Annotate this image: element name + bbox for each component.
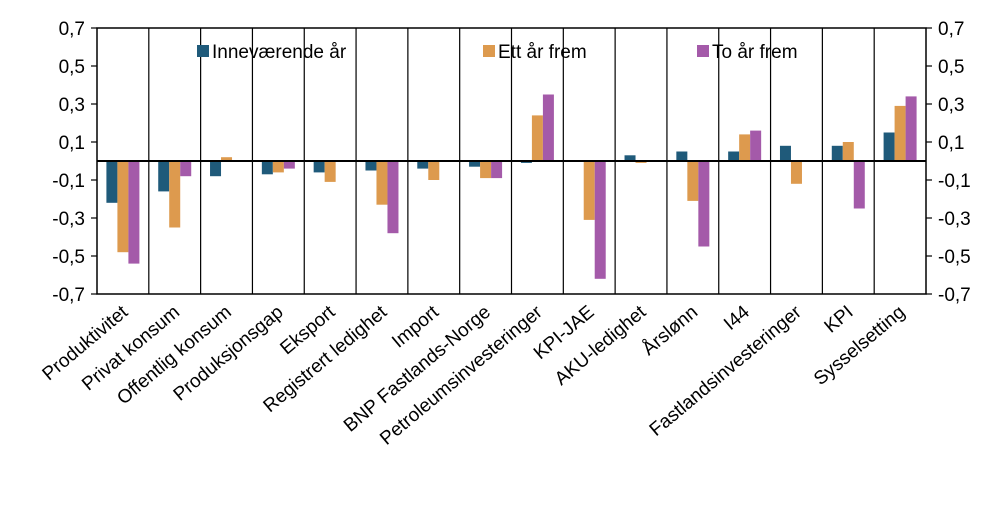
y-tick-label-right: 0,7 (938, 19, 964, 40)
bar-inneværende-år-2 (210, 161, 222, 177)
plot-frame (96, 27, 927, 295)
y-tick-label-right: -0,3 (938, 209, 971, 230)
bar-inneværende-år-4 (313, 161, 325, 173)
y-tick-label-left: 0,1 (59, 133, 85, 154)
legend: Inneværende år Ett år frem To år frem (197, 42, 798, 63)
bar-inneværende-år-0 (106, 161, 118, 203)
bar-ett-år-frem-0 (117, 161, 129, 253)
bar-to-år-frem-15 (905, 96, 917, 161)
bar-inneværende-år-12 (728, 151, 740, 161)
bar-inneværende-år-14 (831, 145, 843, 161)
category-label: KPI (821, 302, 858, 338)
bar-to-år-frem-1 (180, 161, 192, 177)
bar-ett-år-frem-9 (583, 161, 595, 220)
bar-ett-år-frem-1 (169, 161, 181, 228)
bar-to-år-frem-9 (594, 161, 606, 279)
bar-to-år-frem-5 (387, 161, 399, 234)
category-label: Årslønn (638, 302, 702, 360)
bar-ett-år-frem-14 (842, 142, 854, 161)
y-tick-label-right: 0,1 (938, 133, 964, 154)
left-y-axis-tick-labels: 0,7 0,5 0,3 0,1 -0,1 -0,3 -0,5 -0,7 (52, 19, 97, 306)
bar-inneværende-år-6 (417, 161, 429, 169)
y-tick-label-left: 0,7 (59, 19, 85, 40)
legend-swatch (197, 45, 209, 57)
bar-ett-år-frem-12 (739, 134, 751, 161)
bar-inneværende-år-5 (365, 161, 377, 171)
y-tick-label-right: -0,7 (938, 285, 971, 306)
legend-label: To år frem (712, 42, 798, 63)
legend-label: Inneværende år (212, 42, 347, 63)
bar-ett-år-frem-7 (480, 161, 492, 179)
bar-inneværende-år-3 (261, 161, 273, 175)
bar-ett-år-frem-6 (428, 161, 440, 180)
y-tick-label-left: -0,1 (52, 171, 85, 192)
bar-inneværende-år-7 (469, 161, 481, 167)
bar-ett-år-frem-11 (687, 161, 699, 201)
y-tick-label-right: -0,1 (938, 171, 971, 192)
y-tick-label-left: -0,7 (52, 285, 85, 306)
bar-ett-år-frem-5 (376, 161, 388, 205)
y-tick-label-left: -0,3 (52, 209, 85, 230)
bar-ett-år-frem-13 (790, 161, 802, 184)
bar-to-år-frem-7 (491, 161, 503, 179)
legend-label: Ett år frem (498, 42, 587, 63)
bar-inneværende-år-11 (676, 151, 688, 161)
bar-to-år-frem-12 (750, 130, 762, 161)
y-tick-label-right: -0,5 (938, 247, 971, 268)
bar-ett-år-frem-3 (272, 161, 284, 173)
y-tick-label-left: 0,5 (59, 57, 85, 78)
category-label: AKU-ledighet (551, 301, 651, 390)
bar-to-år-frem-8 (542, 94, 554, 161)
bar-to-år-frem-11 (698, 161, 710, 247)
bar-ett-år-frem-15 (894, 105, 906, 161)
bar-inneværende-år-15 (883, 132, 895, 161)
bar-inneværende-år-13 (779, 145, 791, 161)
y-tick-label-left: -0,5 (52, 247, 85, 268)
legend-swatch (483, 45, 495, 57)
bar-to-år-frem-0 (128, 161, 140, 264)
category-label: I44 (720, 301, 754, 334)
bar-to-år-frem-14 (853, 161, 865, 209)
bar-ett-år-frem-2 (221, 157, 233, 161)
bar-ett-år-frem-8 (531, 115, 543, 161)
y-tick-label-right: 0,3 (938, 95, 964, 116)
bar-ett-år-frem-4 (324, 161, 336, 182)
y-tick-label-right: 0,5 (938, 57, 964, 78)
legend-swatch (697, 45, 709, 57)
right-y-axis-tick-labels: 0,7 0,5 0,3 0,1 -0,1 -0,3 -0,5 -0,7 (926, 19, 971, 306)
bar-inneværende-år-1 (158, 161, 170, 192)
y-tick-label-left: 0,3 (59, 95, 85, 116)
bars (106, 94, 917, 279)
category-label: Sysselsetting (810, 302, 909, 390)
bar-to-år-frem-3 (283, 161, 295, 169)
bar-inneværende-år-10 (624, 155, 636, 161)
